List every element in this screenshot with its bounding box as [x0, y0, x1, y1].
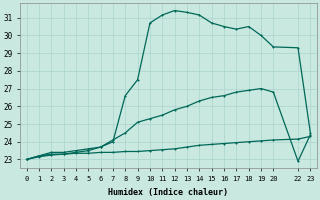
X-axis label: Humidex (Indice chaleur): Humidex (Indice chaleur) — [108, 188, 228, 197]
